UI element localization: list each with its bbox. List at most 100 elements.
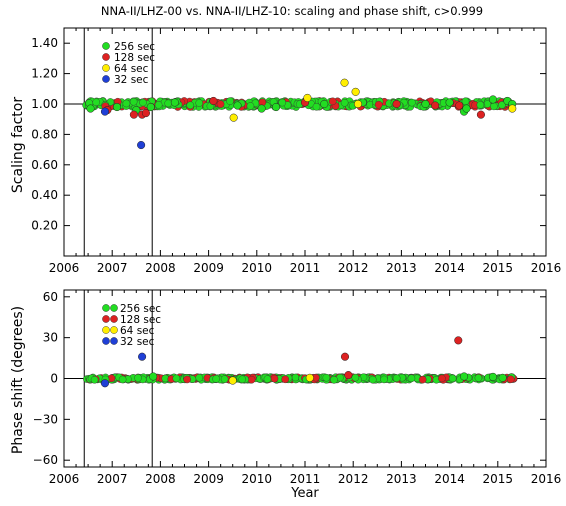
- data-point: [122, 99, 131, 108]
- x-tick-label: 2009: [193, 261, 224, 275]
- data-point: [498, 373, 507, 382]
- data-point: [246, 102, 255, 110]
- legend-label: 128 sec: [120, 314, 161, 326]
- data-point: [270, 374, 279, 383]
- legend-label: 256 sec: [114, 41, 155, 53]
- y-tick-label: 30: [43, 331, 58, 345]
- x-tick-label: 2016: [531, 472, 562, 486]
- data-point: [247, 375, 256, 384]
- chart-title: NNA-II/LHZ-00 vs. NNA-II/LHZ-10: scaling…: [101, 4, 483, 18]
- data-point: [149, 372, 158, 381]
- data-point: [209, 96, 218, 106]
- x-tick-label: 2015: [483, 261, 514, 275]
- data-point: [305, 373, 314, 382]
- y-tick-label: 0: [50, 372, 58, 386]
- data-point: [90, 375, 99, 384]
- y-tick-label: 1.00: [31, 97, 58, 111]
- data-point: [118, 375, 127, 384]
- x-tick-label: 2008: [145, 261, 176, 275]
- y-tick-label: 0.20: [31, 219, 58, 233]
- legend-marker: [102, 326, 110, 334]
- scaling-factor-panel: 2006 2007 2008 2009 2010 2011 2012 2013 2014 2015…: [10, 27, 562, 275]
- data-point: [351, 373, 360, 382]
- y-tick-label: 0.60: [31, 158, 58, 172]
- data-point: [320, 99, 329, 109]
- data-point: [164, 99, 173, 108]
- legend-marker: [110, 304, 118, 312]
- y-tick-label: 60: [43, 290, 58, 304]
- y-tick-label: 0.80: [31, 127, 58, 141]
- data-point: [272, 102, 281, 112]
- data-point: [112, 102, 122, 112]
- x-tick-label: 2010: [242, 261, 273, 275]
- data-point: [92, 98, 101, 107]
- data-point: [353, 99, 363, 109]
- y-tick-label: −30: [33, 412, 58, 426]
- legend-marker: [102, 42, 110, 50]
- data-point: [100, 107, 110, 116]
- data-point: [368, 375, 377, 384]
- legend-marker: [102, 53, 110, 61]
- data-point: [137, 140, 146, 150]
- data-point: [421, 99, 430, 109]
- x-tick-label: 2010: [242, 472, 273, 486]
- data-point: [134, 374, 142, 382]
- data-point: [257, 104, 266, 113]
- data-point: [146, 102, 155, 112]
- x-axis-label: Year: [290, 486, 319, 501]
- data-point: [291, 373, 300, 382]
- data-point: [431, 101, 440, 110]
- x-tick-label: 2009: [193, 472, 224, 486]
- data-point: [340, 352, 350, 361]
- data-point: [278, 98, 287, 107]
- data-point: [508, 104, 517, 113]
- y-axis-label: Phase shift (degrees): [10, 306, 26, 454]
- data-point: [488, 372, 498, 381]
- data-point: [460, 372, 469, 381]
- data-point: [138, 352, 147, 361]
- phase-shift-panel: 2006 2007 2008 2009 2010 2011 2012 2013 2014 2015…: [10, 289, 562, 501]
- data-point: [233, 101, 242, 110]
- data-point: [462, 104, 471, 113]
- data-point: [454, 336, 463, 345]
- data-point: [86, 104, 95, 113]
- legend-marker: [102, 75, 110, 83]
- data-point: [392, 374, 401, 383]
- x-tick-label: 2012: [338, 472, 369, 486]
- data-point: [312, 102, 321, 111]
- data-point: [445, 98, 454, 107]
- data-point: [195, 99, 204, 107]
- x-tick-label: 2014: [434, 261, 465, 275]
- legend-marker: [102, 64, 110, 72]
- data-point: [129, 110, 138, 119]
- legend-marker: [110, 326, 118, 334]
- x-tick-label: 2014: [434, 472, 465, 486]
- data-point: [438, 374, 446, 383]
- legend-label: 128 sec: [114, 52, 155, 64]
- data-point: [474, 374, 483, 382]
- data-point: [407, 374, 416, 383]
- x-tick-label: 2013: [386, 261, 417, 275]
- y-axis-label: Scaling factor: [10, 97, 26, 193]
- data-point: [216, 100, 225, 108]
- data-point: [490, 102, 498, 111]
- data-point: [229, 113, 238, 122]
- data-point: [351, 87, 360, 96]
- data-point: [303, 93, 312, 102]
- data-point: [281, 375, 290, 384]
- legend-label: 256 sec: [120, 303, 161, 315]
- data-point: [461, 97, 470, 106]
- data-point: [408, 98, 416, 107]
- x-tick-label: 2011: [290, 261, 321, 275]
- data-point: [340, 78, 349, 87]
- legend-marker: [102, 337, 110, 345]
- data-point: [195, 373, 204, 382]
- x-tick-label: 2016: [531, 261, 562, 275]
- data-point: [238, 375, 247, 384]
- x-tick-label: 2008: [145, 472, 176, 486]
- data-point: [488, 95, 498, 104]
- data-point: [154, 101, 163, 109]
- data-point: [506, 375, 515, 384]
- legend-marker: [110, 315, 118, 323]
